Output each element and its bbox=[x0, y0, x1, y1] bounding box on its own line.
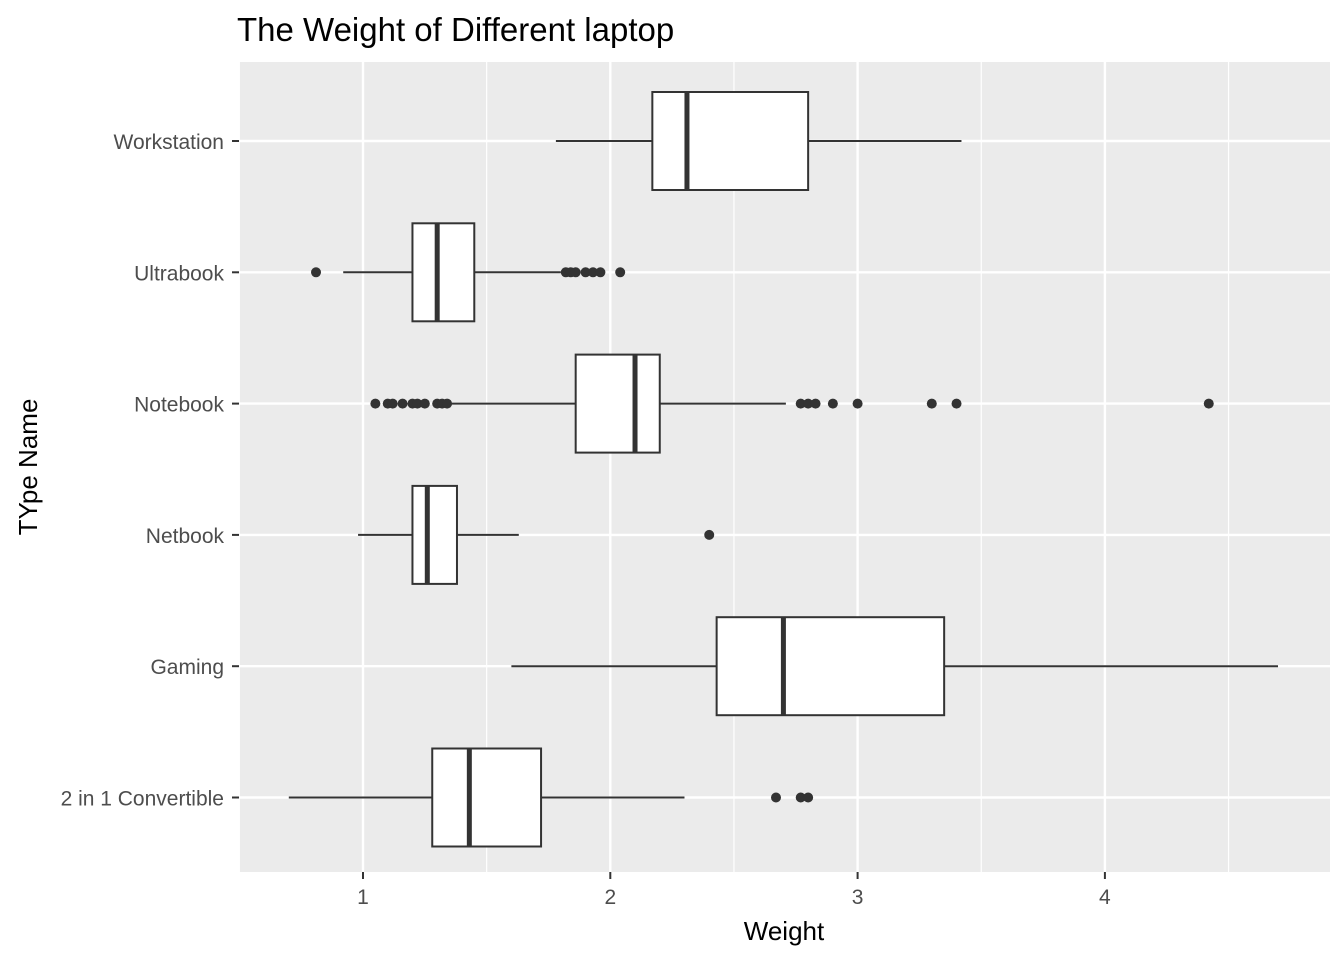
outlier-point bbox=[795, 398, 806, 409]
y-tick-label: Gaming bbox=[150, 656, 224, 679]
y-tick-label: Netbook bbox=[146, 525, 225, 548]
box-workstation bbox=[555, 91, 962, 191]
box-iqr bbox=[715, 616, 946, 717]
box-gaming bbox=[511, 616, 1279, 717]
outlier-point bbox=[827, 398, 838, 409]
y-tick-label: Workstation bbox=[114, 131, 225, 154]
outlier-point bbox=[810, 398, 821, 409]
box-iqr bbox=[651, 91, 810, 191]
outlier-point bbox=[770, 792, 781, 803]
x-axis-label: Weight bbox=[744, 916, 825, 946]
outlier-point bbox=[926, 398, 937, 409]
y-tick-label: Ultrabook bbox=[134, 262, 224, 285]
x-tick-label: 2 bbox=[604, 886, 616, 909]
outlier-point bbox=[852, 398, 863, 409]
x-axis: 1 2 3 4 bbox=[357, 872, 1111, 909]
outlier-point bbox=[419, 398, 430, 409]
outlier-point bbox=[311, 267, 322, 278]
x-tick-label: 4 bbox=[1099, 886, 1111, 909]
box-netbook bbox=[358, 484, 715, 585]
outlier-point bbox=[704, 529, 715, 540]
outlier-point bbox=[951, 398, 962, 409]
y-axis: Workstation Ultrabook Notebook Netbook Gamin… bbox=[61, 131, 239, 811]
x-tick-label: 1 bbox=[357, 886, 369, 909]
y-axis-label: TYpe Name bbox=[13, 399, 43, 536]
x-tick-label: 3 bbox=[852, 886, 864, 909]
outlier-point bbox=[803, 398, 814, 409]
box-iqr bbox=[431, 747, 543, 848]
box-ultrabook bbox=[311, 222, 626, 323]
box-iqr bbox=[411, 222, 476, 323]
outlier-point bbox=[387, 398, 398, 409]
chart-title: The Weight of Different laptop bbox=[237, 11, 674, 48]
box-notebook bbox=[370, 353, 1214, 454]
plot-panel bbox=[239, 62, 1330, 872]
outlier-point bbox=[570, 267, 581, 278]
outlier-point bbox=[580, 267, 591, 278]
outlier-point bbox=[615, 267, 626, 278]
outlier-point bbox=[587, 267, 598, 278]
box-2-in-1-convertible bbox=[288, 747, 814, 848]
box-iqr bbox=[411, 484, 458, 585]
outlier-point bbox=[795, 792, 806, 803]
y-tick-label: 2 in 1 Convertible bbox=[61, 788, 224, 811]
outlier-point bbox=[412, 398, 423, 409]
outlier-point bbox=[803, 792, 814, 803]
outlier-point bbox=[1203, 398, 1214, 409]
y-tick-label: Notebook bbox=[134, 394, 224, 417]
boxes-layer bbox=[288, 91, 1279, 848]
outlier-point bbox=[397, 398, 408, 409]
outlier-point bbox=[442, 398, 453, 409]
outlier-point bbox=[370, 398, 381, 409]
outlier-point bbox=[595, 267, 606, 278]
box-iqr bbox=[574, 353, 661, 454]
